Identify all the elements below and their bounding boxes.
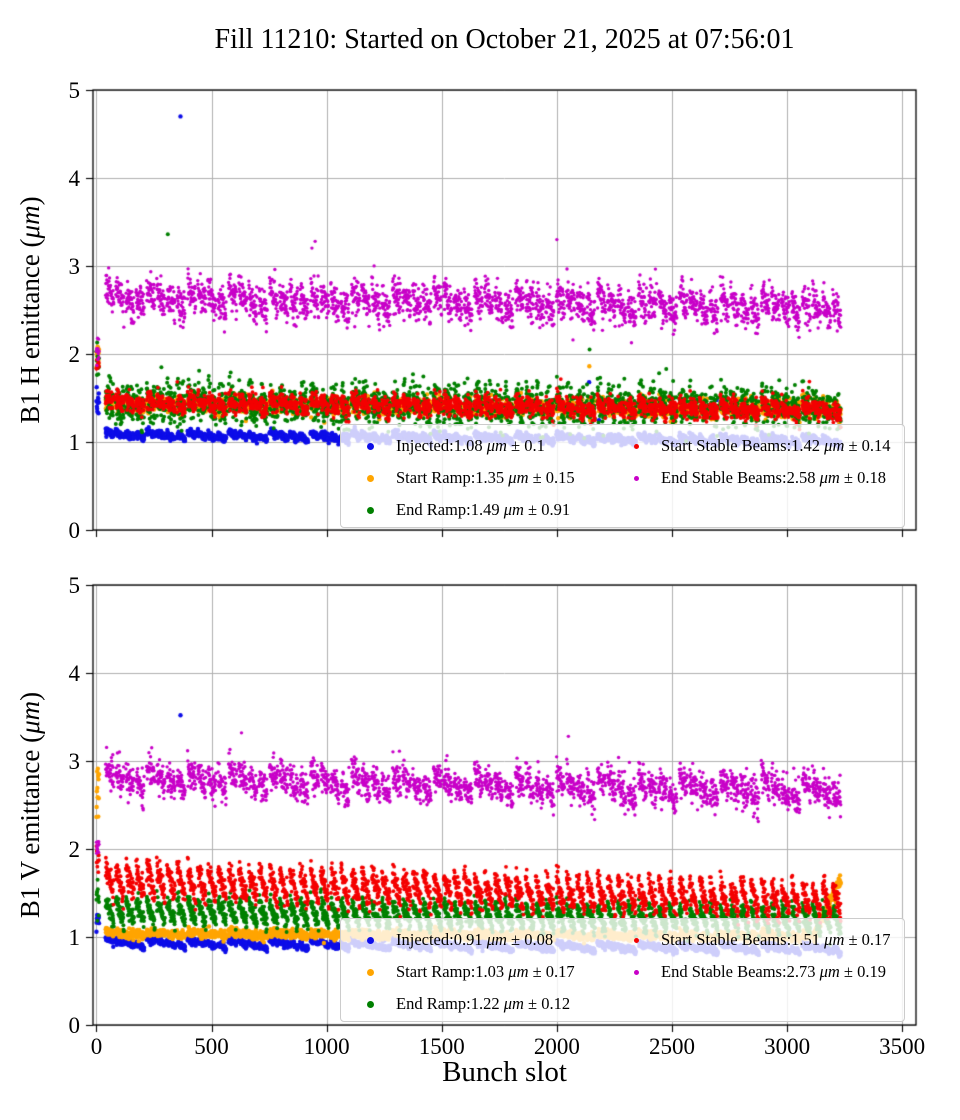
y-tick-label: 5 <box>68 573 81 598</box>
legend-item: Start Stable Beams:1.51 μm ± 0.17 <box>608 924 904 956</box>
x-tick-label: 1000 <box>303 1034 350 1059</box>
legend-unit: μm <box>819 468 840 487</box>
y-axis-label-h-emittance: B1 H emittance (μm) <box>15 196 45 424</box>
legend-unit: μm <box>824 436 845 455</box>
legend-item: End Ramp:1.49 μm ± 0.91 <box>341 494 608 526</box>
x-tick-label: 0 <box>90 1034 103 1059</box>
y-tick-label: 1 <box>68 430 81 455</box>
legend-item-label: End Ramp:1.22 μm ± 0.12 <box>396 994 571 1013</box>
legend-unit: μm <box>819 962 840 981</box>
x-tick-label: 2500 <box>648 1034 695 1059</box>
y-axis-label-v-emittance: B1 V emittance (μm) <box>15 691 45 919</box>
y-tick-label: 0 <box>68 518 81 543</box>
x-tick-label: 3000 <box>764 1034 811 1059</box>
legend-item: Start Stable Beams:1.42 μm ± 0.14 <box>608 430 904 462</box>
legend-item: Start Ramp:1.35 μm ± 0.15 <box>341 462 608 494</box>
legend-marker-dot <box>367 936 374 944</box>
legend-item-label: Start Stable Beams:1.51 μm ± 0.17 <box>661 930 891 949</box>
legend-unit: μm <box>503 994 524 1013</box>
legend-item-label: Start Ramp:1.35 μm ± 0.15 <box>396 468 575 487</box>
y-tick-label: 4 <box>68 661 81 686</box>
legend-item: Injected:1.08 μm ± 0.1 <box>341 430 608 462</box>
y-tick-label: 2 <box>68 837 81 862</box>
legend-marker-dot <box>634 475 639 481</box>
y-tick-label: 3 <box>68 749 81 774</box>
legend-item-label: End Stable Beams:2.58 μm ± 0.18 <box>661 468 886 487</box>
legend-item-label: Injected:0.91 μm ± 0.08 <box>396 930 554 949</box>
y-tick-label: 0 <box>68 1013 81 1038</box>
legend-box: Injected:0.91 μm ± 0.08 Start Ramp:1.03 μ… <box>340 918 905 1022</box>
legend-item-label: Start Ramp:1.03 μm ± 0.17 <box>396 962 575 981</box>
legend-item: Start Ramp:1.03 μm ± 0.17 <box>341 956 608 988</box>
legend-marker-dot <box>634 443 639 449</box>
legend-marker-dot <box>634 937 639 943</box>
legend-marker-dot <box>634 969 639 975</box>
legend-item-label: Injected:1.08 μm ± 0.1 <box>396 436 545 455</box>
y-tick-label: 4 <box>68 166 81 191</box>
legend-column: Injected:0.91 μm ± 0.08 Start Ramp:1.03 μ… <box>341 924 608 1021</box>
x-tick-label: 500 <box>194 1034 229 1059</box>
legend-unit: μm <box>824 930 845 949</box>
legend-unit: μm <box>508 468 529 487</box>
y-axis-unit: μm <box>15 205 45 239</box>
y-tick-label: 2 <box>68 342 81 367</box>
legend-marker-dot <box>367 1000 374 1008</box>
legend-column: Start Stable Beams:1.42 μm ± 0.14 End Sta… <box>608 430 904 527</box>
legend-marker-dot <box>367 968 374 976</box>
legend-box: Injected:1.08 μm ± 0.1 Start Ramp:1.35 μm… <box>340 424 905 528</box>
legend-column: Start Stable Beams:1.51 μm ± 0.17 End Sta… <box>608 924 904 1021</box>
legend-marker-dot <box>367 442 374 450</box>
y-tick-label: 5 <box>68 78 81 103</box>
x-tick-label: 1500 <box>418 1034 465 1059</box>
legend-item-label: Start Stable Beams:1.42 μm ± 0.14 <box>661 436 891 455</box>
y-axis-unit: μm <box>15 700 45 734</box>
legend-item: End Stable Beams:2.73 μm ± 0.19 <box>608 956 904 988</box>
legend-item: End Stable Beams:2.58 μm ± 0.18 <box>608 462 904 494</box>
legend-item: Injected:0.91 μm ± 0.08 <box>341 924 608 956</box>
legend-unit: μm <box>486 436 507 455</box>
y-tick-label: 1 <box>68 925 81 950</box>
legend-unit: μm <box>508 962 529 981</box>
legend-unit: μm <box>486 930 507 949</box>
legend-unit: μm <box>503 500 524 519</box>
legend-item-label: End Stable Beams:2.73 μm ± 0.19 <box>661 962 886 981</box>
x-tick-label: 3500 <box>879 1034 926 1059</box>
legend-marker-dot <box>367 506 374 514</box>
y-tick-label: 3 <box>68 254 81 279</box>
x-tick-label: 2000 <box>533 1034 580 1059</box>
legend-item: End Ramp:1.22 μm ± 0.12 <box>341 988 608 1020</box>
legend-column: Injected:1.08 μm ± 0.1 Start Ramp:1.35 μm… <box>341 430 608 527</box>
figure-title: Fill 11210: Started on October 21, 2025 … <box>214 24 795 55</box>
x-axis-label: Bunch slot <box>442 1056 567 1088</box>
legend-item-label: End Ramp:1.49 μm ± 0.91 <box>396 500 571 519</box>
legend-marker-dot <box>367 474 374 482</box>
